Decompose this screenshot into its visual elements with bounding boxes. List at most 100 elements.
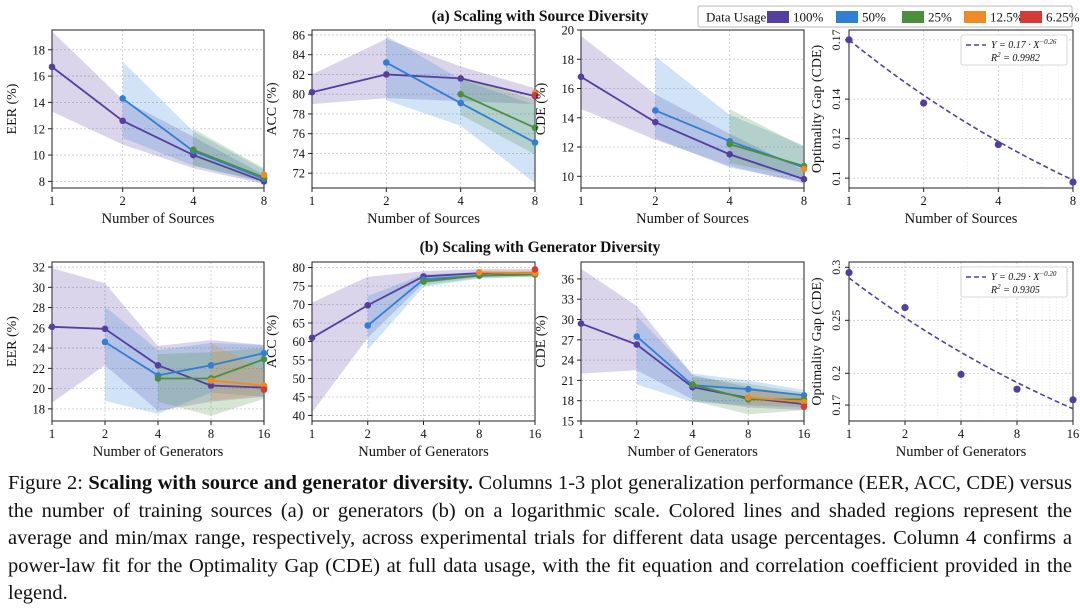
b-eer-band-50% bbox=[105, 306, 264, 414]
b-eer-line-12.5% bbox=[210, 379, 265, 387]
b-eer-ytick-label: 30 bbox=[33, 281, 46, 295]
a-gap-ytick-label: 0.12 bbox=[829, 128, 843, 149]
b-eer-point-25% bbox=[154, 375, 162, 382]
b-cde-xlabel: Number of Generators bbox=[627, 444, 758, 460]
b-eer-point-100% bbox=[101, 325, 109, 333]
b-acc-ytick-label: 70 bbox=[293, 298, 306, 312]
legend-swatch-2 bbox=[902, 11, 924, 23]
b-eer-ytick-label: 18 bbox=[33, 402, 46, 416]
b-eer-xtick-label: 8 bbox=[208, 427, 214, 441]
a-eer-ytick-label: 16 bbox=[33, 70, 46, 84]
b-eer-ytick-label: 28 bbox=[33, 301, 46, 315]
a-gap-xtick-label: 1 bbox=[846, 194, 852, 208]
a-cde-ytick-label: 10 bbox=[562, 170, 575, 184]
b-acc-point-6.25% bbox=[531, 266, 539, 273]
b-eer-ylabel: EER (%) bbox=[5, 316, 20, 367]
b-cde-ytick-label: 15 bbox=[562, 415, 575, 429]
a-eer-xtick-label: 1 bbox=[49, 194, 55, 208]
a-gap-legend-box bbox=[960, 34, 1068, 66]
b-cde-ytick-label: 24 bbox=[562, 354, 575, 368]
b-eer-xtick-label: 1 bbox=[49, 427, 55, 441]
a-gap-legend-exp: −0.26 bbox=[1039, 38, 1056, 46]
b-cde-ytick-label: 27 bbox=[562, 333, 575, 347]
legend-label-3: 12.5% bbox=[990, 10, 1024, 25]
a-cde-xtick-label: 8 bbox=[801, 194, 807, 208]
b-cde-line-12.5% bbox=[748, 396, 805, 403]
a-acc-ytick-label: 86 bbox=[293, 28, 306, 42]
a-cde-xtick-label: 4 bbox=[727, 194, 734, 208]
b-gap-xtick-label: 1 bbox=[846, 427, 852, 441]
b-cde-ylabel: CDE (%) bbox=[534, 315, 549, 368]
b-gap-legend-exp: −0.20 bbox=[1039, 270, 1056, 278]
b-cde-ytick-label: 18 bbox=[562, 394, 575, 408]
b-eer-point-6.25% bbox=[260, 386, 268, 393]
title-a: (a) Scaling with Source Diversity bbox=[432, 8, 649, 25]
a-acc-band-50% bbox=[386, 35, 535, 184]
a-acc-point-50% bbox=[531, 139, 539, 146]
b-eer-ytick-label: 26 bbox=[33, 321, 46, 335]
b-acc-xtick-label: 2 bbox=[365, 427, 371, 441]
b-acc-line-12.5% bbox=[479, 271, 536, 274]
b-acc-xtick-label: 8 bbox=[476, 427, 482, 441]
b-gap-ytick-label: 0.3 bbox=[829, 260, 843, 275]
b-gap-xtick-label: 16 bbox=[1067, 427, 1080, 441]
b-gap-fit-line bbox=[848, 277, 1074, 410]
data-usage-legend: Data Usage: 100% 50% 25% 12.5% 6.25% bbox=[697, 5, 1080, 28]
b-cde-point-25% bbox=[689, 381, 696, 388]
b-eer-point-100% bbox=[154, 361, 162, 369]
b-gap-legend-r2-value: = 0.9305 bbox=[1001, 285, 1040, 296]
b-gap-point bbox=[1013, 385, 1021, 393]
b-eer-point-12.5% bbox=[207, 377, 215, 384]
a-eer-xtick-label: 4 bbox=[190, 194, 197, 208]
b-acc-point-100% bbox=[364, 301, 372, 309]
a-gap-point bbox=[994, 140, 1002, 149]
a-acc-point-100% bbox=[308, 88, 316, 96]
b-acc-point-12.5% bbox=[475, 269, 483, 276]
a-gap-fit-line bbox=[848, 39, 1074, 181]
a-eer-ytick-label: 18 bbox=[33, 43, 46, 57]
b-acc-xtick-label: 1 bbox=[309, 427, 315, 441]
b-cde-xtick-label: 16 bbox=[798, 427, 811, 441]
b-acc-ytick-label: 65 bbox=[293, 317, 306, 331]
legend-label-4: 6.25% bbox=[1046, 10, 1080, 25]
b-eer-point-50% bbox=[260, 349, 268, 357]
a-acc-point-100% bbox=[383, 71, 390, 78]
a-cde-line-100% bbox=[580, 76, 805, 181]
b-eer-point-100% bbox=[48, 323, 56, 331]
legend-label-2: 25% bbox=[928, 10, 952, 25]
a-acc-ytick-label: 72 bbox=[293, 167, 306, 181]
a-cde-ytick-label: 18 bbox=[562, 53, 575, 67]
b-cde-point-100% bbox=[577, 320, 585, 327]
b-eer-xtick-label: 2 bbox=[102, 427, 108, 441]
b-gap-legend-box bbox=[960, 266, 1068, 298]
a-cde-point-12.5% bbox=[800, 165, 808, 173]
b-eer-ytick-label: 22 bbox=[33, 362, 46, 376]
a-gap-xlabel: Number of Sources bbox=[905, 211, 1018, 227]
b-gap-ylabel: Optimality Gap (CDE) bbox=[810, 277, 825, 406]
a-eer-xtick-label: 2 bbox=[120, 194, 126, 208]
b-eer-point-50% bbox=[101, 338, 109, 346]
b-eer-xtick-label: 4 bbox=[155, 427, 162, 441]
b-gap-point bbox=[845, 269, 853, 277]
a-eer-point-100% bbox=[48, 63, 56, 71]
b-eer-point-25% bbox=[260, 355, 268, 363]
a-eer-ylabel: EER (%) bbox=[5, 83, 20, 134]
b-gap-ytick-label: 0.2 bbox=[829, 366, 843, 381]
a-cde-ylabel: CDE (%) bbox=[534, 82, 549, 135]
a-gap-point bbox=[1069, 178, 1077, 186]
a-cde-band-50% bbox=[655, 56, 804, 183]
a-cde-xtick-label: 2 bbox=[652, 194, 658, 208]
b-cde-xtick-label: 8 bbox=[745, 427, 751, 441]
a-acc-axes-frame bbox=[311, 29, 536, 189]
b-cde-point-100% bbox=[633, 341, 641, 348]
a-acc-point-50% bbox=[457, 99, 464, 107]
a-acc-band-100% bbox=[312, 38, 535, 105]
b-acc-xtick-label: 16 bbox=[529, 427, 542, 441]
a-gap-ytick-label: 0.17 bbox=[829, 29, 843, 50]
b-gap-ytick-label: 0.25 bbox=[829, 310, 843, 331]
a-eer-ytick-label: 12 bbox=[33, 122, 46, 136]
a-acc-point-6.25% bbox=[531, 91, 539, 99]
a-acc-xlabel: Number of Sources bbox=[367, 211, 480, 227]
b-eer-ytick-label: 32 bbox=[33, 261, 46, 275]
a-gap-point bbox=[920, 99, 928, 107]
